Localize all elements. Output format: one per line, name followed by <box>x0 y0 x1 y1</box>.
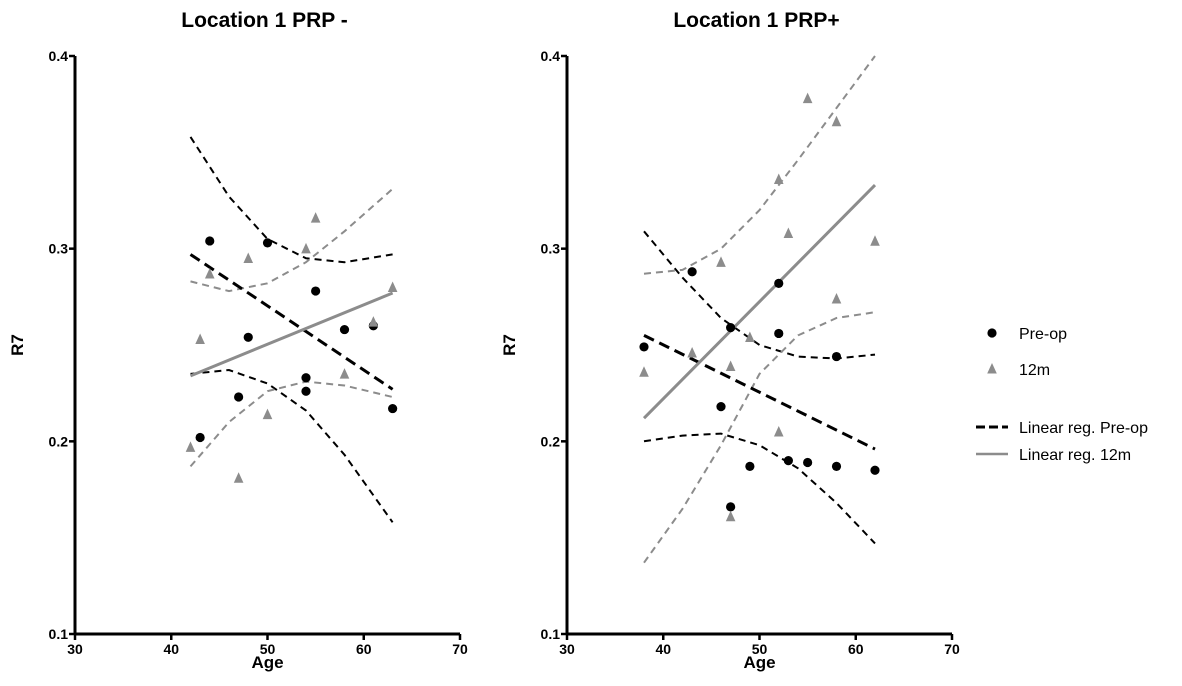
x-tick-label: 40 <box>655 641 671 657</box>
data-point-preop <box>774 278 784 288</box>
data-point-preop <box>745 461 755 471</box>
x-tick-label: 30 <box>67 641 83 657</box>
legend-label: Linear reg. Pre-op <box>1019 420 1148 437</box>
y-tick-label: 0.3 <box>541 241 561 257</box>
x-tick-label: 60 <box>356 641 372 657</box>
data-point-12m <box>195 333 205 344</box>
data-point-12m <box>262 408 273 420</box>
data-point-preop <box>234 392 244 402</box>
data-point-12m <box>870 235 880 246</box>
data-point-preop <box>774 328 784 339</box>
data-point-12m <box>831 293 842 304</box>
x-tick-label: 30 <box>559 641 575 657</box>
legend-marker-preop <box>987 328 997 338</box>
data-point-12m <box>773 425 784 437</box>
data-point-12m <box>301 242 311 254</box>
data-point-12m <box>716 256 726 267</box>
legend-label: 12m <box>1019 362 1050 379</box>
data-point-preop <box>243 332 253 342</box>
regression-line-12m <box>642 184 877 420</box>
data-point-12m <box>204 267 215 279</box>
data-point-preop <box>205 236 215 246</box>
y-tick-label: 0.1 <box>541 626 561 642</box>
data-point-12m <box>725 360 736 371</box>
y-tick-label: 0.4 <box>541 48 561 64</box>
regression-line-12m <box>189 291 394 378</box>
y-tick-label: 0.4 <box>49 48 69 64</box>
legend-marker-12m <box>987 363 997 374</box>
data-point-12m <box>802 92 813 104</box>
x-tick-label: 40 <box>163 641 179 657</box>
data-point-preop <box>726 323 736 333</box>
data-point-preop <box>783 456 793 466</box>
confidence-band-12m-upper <box>643 55 876 275</box>
chart-title: Location 1 PRP - <box>181 9 347 32</box>
data-point-12m <box>185 441 196 452</box>
x-tick-label: 70 <box>944 641 960 657</box>
data-point-preop <box>870 465 880 475</box>
chart-title: Location 1 PRP+ <box>673 9 839 32</box>
data-point-12m <box>783 227 794 239</box>
x-tick-label: 70 <box>452 641 468 657</box>
confidence-band-preop-lower <box>190 368 394 523</box>
confidence-band-preop-upper <box>643 230 876 360</box>
data-point-preop <box>301 373 311 383</box>
data-point-preop <box>388 403 398 414</box>
data-point-12m <box>339 368 350 379</box>
x-tick-label: 50 <box>260 641 276 657</box>
y-tick-label: 0.2 <box>541 433 561 449</box>
data-point-preop <box>339 324 350 335</box>
confidence-band-preop-lower <box>643 432 876 545</box>
y-tick-label: 0.1 <box>49 626 69 642</box>
x-tick-label: 50 <box>752 641 768 657</box>
data-point-preop <box>831 461 842 471</box>
data-point-preop <box>687 267 697 277</box>
confidence-band-12m-upper <box>190 188 394 293</box>
data-point-preop <box>195 432 205 443</box>
data-point-12m <box>725 510 736 522</box>
y-axis-label: R7 <box>8 334 27 356</box>
confidence-band-preop-upper <box>189 136 393 264</box>
data-point-preop <box>716 402 726 412</box>
y-tick-label: 0.2 <box>49 433 69 449</box>
y-tick-label: 0.3 <box>49 241 69 257</box>
data-point-preop <box>803 457 813 468</box>
data-point-12m <box>233 472 244 483</box>
data-point-12m <box>639 366 649 377</box>
data-point-12m <box>243 252 254 264</box>
data-point-12m <box>387 281 398 292</box>
data-point-preop <box>639 342 649 352</box>
legend-label: Linear reg. 12m <box>1019 447 1131 464</box>
legend-label: Pre-op <box>1019 326 1067 343</box>
data-point-12m <box>687 346 697 358</box>
x-axis-label: Age <box>743 653 775 672</box>
data-point-12m <box>773 173 784 185</box>
chart-panel-prp-minus: Location 1 PRP - 0.1 0.2 0.3 0.4 30 40 50 60 70 Ag… <box>8 9 468 672</box>
chart-panel-prp-plus: Location 1 PRP+ 0.1 0.2 0.3 0.4 30 40 50 60 70 Age… <box>500 9 960 672</box>
data-point-preop <box>831 351 842 362</box>
data-point-12m <box>745 331 755 343</box>
y-axis-label: R7 <box>500 334 519 356</box>
x-axis-label: Age <box>251 653 283 672</box>
confidence-band-12m-lower <box>643 311 876 564</box>
data-point-12m <box>831 115 842 127</box>
regression-line-preop <box>189 253 394 391</box>
data-point-preop <box>301 386 311 396</box>
x-tick-label: 60 <box>848 641 864 657</box>
confidence-band-12m-lower <box>189 380 393 468</box>
data-point-12m <box>310 212 321 223</box>
data-point-12m <box>368 316 379 327</box>
legend: Pre-op 12m Linear reg. Pre-op Linear reg. 1… <box>976 326 1148 464</box>
data-point-preop <box>311 286 321 296</box>
data-point-preop <box>262 238 273 248</box>
regression-line-preop <box>643 334 876 451</box>
data-point-preop <box>726 502 736 512</box>
